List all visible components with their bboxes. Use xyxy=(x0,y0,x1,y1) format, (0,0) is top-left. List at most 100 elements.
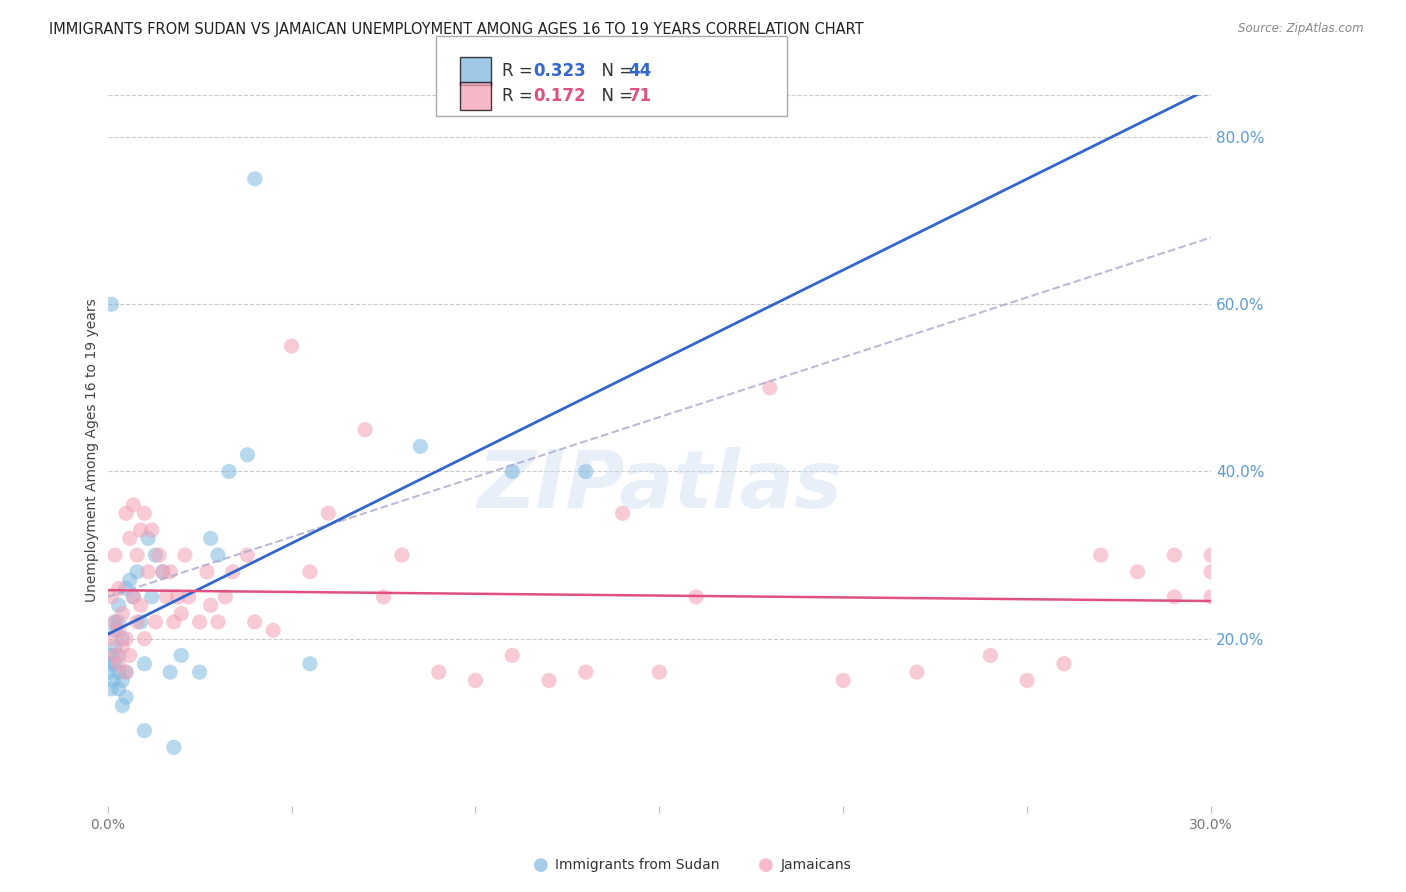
Point xyxy=(905,665,928,680)
Point xyxy=(115,506,138,520)
Point xyxy=(501,648,523,663)
Text: ●: ● xyxy=(758,856,775,874)
Point xyxy=(129,615,152,629)
Point xyxy=(243,615,266,629)
Point xyxy=(612,506,634,520)
Point xyxy=(134,657,156,671)
Y-axis label: Unemployment Among Ages 16 to 19 years: Unemployment Among Ages 16 to 19 years xyxy=(86,299,100,602)
Point xyxy=(100,590,122,604)
Point xyxy=(104,657,127,671)
Point xyxy=(115,665,138,680)
Point xyxy=(166,590,188,604)
Text: IMMIGRANTS FROM SUDAN VS JAMAICAN UNEMPLOYMENT AMONG AGES 16 TO 19 YEARS CORRELA: IMMIGRANTS FROM SUDAN VS JAMAICAN UNEMPL… xyxy=(49,22,863,37)
Point xyxy=(134,632,156,646)
Point xyxy=(145,548,167,562)
Point xyxy=(136,532,159,546)
Text: 0.323: 0.323 xyxy=(533,62,586,79)
Point xyxy=(262,624,284,638)
Text: 0.172: 0.172 xyxy=(533,87,585,104)
Point xyxy=(298,565,321,579)
Point xyxy=(207,548,229,562)
Point xyxy=(100,681,122,696)
Point xyxy=(207,615,229,629)
Point xyxy=(107,624,129,638)
Point xyxy=(159,665,181,680)
Text: 71: 71 xyxy=(628,87,651,104)
Point xyxy=(134,723,156,738)
Point xyxy=(221,565,243,579)
Point xyxy=(243,172,266,186)
Point xyxy=(152,565,174,579)
Point xyxy=(1199,565,1222,579)
Point xyxy=(173,548,195,562)
Point xyxy=(104,615,127,629)
Point xyxy=(200,599,222,613)
Point xyxy=(1090,548,1112,562)
Point xyxy=(195,565,218,579)
Point xyxy=(391,548,413,562)
Point xyxy=(1126,565,1149,579)
Point xyxy=(188,615,211,629)
Point xyxy=(107,599,129,613)
Point xyxy=(354,423,377,437)
Point xyxy=(98,665,121,680)
Point xyxy=(373,590,395,604)
Point xyxy=(122,590,145,604)
Point xyxy=(125,615,148,629)
Point xyxy=(107,681,129,696)
Point xyxy=(141,523,163,537)
Point xyxy=(188,665,211,680)
Point xyxy=(134,506,156,520)
Point xyxy=(115,632,138,646)
Point xyxy=(125,565,148,579)
Point xyxy=(118,648,141,663)
Point xyxy=(280,339,302,353)
Point xyxy=(100,632,122,646)
Point xyxy=(170,607,193,621)
Point xyxy=(159,565,181,579)
Point xyxy=(464,673,486,688)
Point xyxy=(107,582,129,596)
Point xyxy=(145,615,167,629)
Point xyxy=(104,648,127,663)
Point xyxy=(118,573,141,587)
Point xyxy=(104,548,127,562)
Point xyxy=(107,615,129,629)
Point xyxy=(136,565,159,579)
Point xyxy=(236,448,259,462)
Point xyxy=(122,498,145,512)
Point xyxy=(100,648,122,663)
Point xyxy=(409,439,432,453)
Point xyxy=(170,648,193,663)
Point xyxy=(111,698,134,713)
Point xyxy=(685,590,707,604)
Point xyxy=(501,465,523,479)
Text: Immigrants from Sudan: Immigrants from Sudan xyxy=(555,858,720,872)
Point xyxy=(575,665,598,680)
Point xyxy=(118,532,141,546)
Point xyxy=(100,297,122,311)
Point xyxy=(152,565,174,579)
Point xyxy=(107,665,129,680)
Point xyxy=(537,673,560,688)
Point xyxy=(148,548,170,562)
Text: ●: ● xyxy=(533,856,550,874)
Point xyxy=(107,648,129,663)
Text: N =: N = xyxy=(591,87,638,104)
Point xyxy=(129,523,152,537)
Point xyxy=(111,640,134,654)
Point xyxy=(104,640,127,654)
Point xyxy=(100,657,122,671)
Point xyxy=(101,673,124,688)
Point xyxy=(318,506,340,520)
Point xyxy=(107,657,129,671)
Point xyxy=(122,590,145,604)
Text: 44: 44 xyxy=(628,62,652,79)
Point xyxy=(200,532,222,546)
Point xyxy=(832,673,855,688)
Point xyxy=(115,665,138,680)
Text: Source: ZipAtlas.com: Source: ZipAtlas.com xyxy=(1239,22,1364,36)
Point xyxy=(427,665,450,680)
Point xyxy=(214,590,236,604)
Point xyxy=(218,465,240,479)
